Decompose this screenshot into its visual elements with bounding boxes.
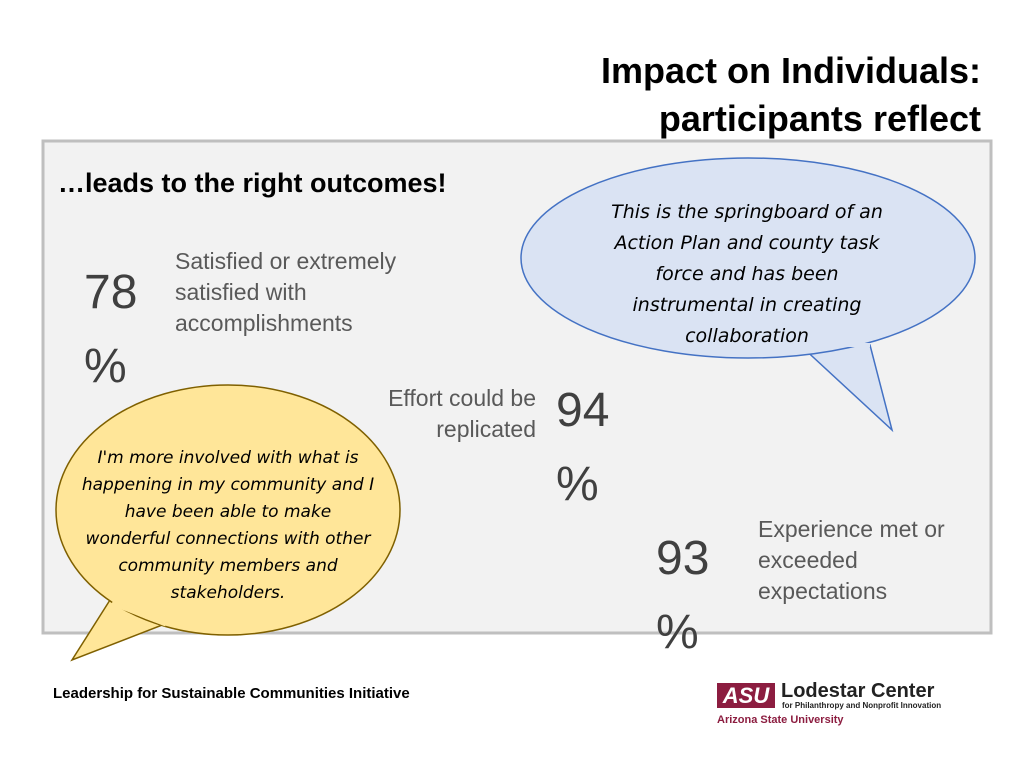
quote: I'm more involved with what is happening… — [81, 448, 375, 603]
panel-heading: …leads to the right outcomes! — [58, 168, 447, 198]
speech-bubble — [55, 384, 401, 636]
stat-value: 78 % — [84, 266, 138, 393]
stat-text: Satisfied or extremely satisfied with ac… — [175, 248, 397, 336]
title-line: Impact on Individuals: — [600, 50, 981, 91]
logo-block — [717, 683, 775, 708]
logo-tagline: for Philanthropy and Nonprofit Innovatio… — [782, 701, 942, 710]
logo-university: Arizona State University — [717, 714, 844, 726]
stat-value: 94 % — [556, 384, 610, 511]
bubble-tail-join — [111, 600, 167, 627]
stat-text: Experience met or exceeded expectations — [758, 516, 945, 604]
footer-text: Leadership for Sustainable Communities I… — [53, 685, 410, 702]
speech-bubble — [520, 157, 976, 359]
stat-text: Effort could be replicated — [388, 385, 536, 442]
title-line: participants reflect — [658, 98, 981, 139]
quote: This is the springboard of an Action Pla… — [611, 201, 883, 347]
logo-name: Lodestar Center — [781, 680, 935, 702]
stat-value: 93 % — [656, 532, 710, 659]
logo-mark: ASU — [722, 683, 770, 708]
